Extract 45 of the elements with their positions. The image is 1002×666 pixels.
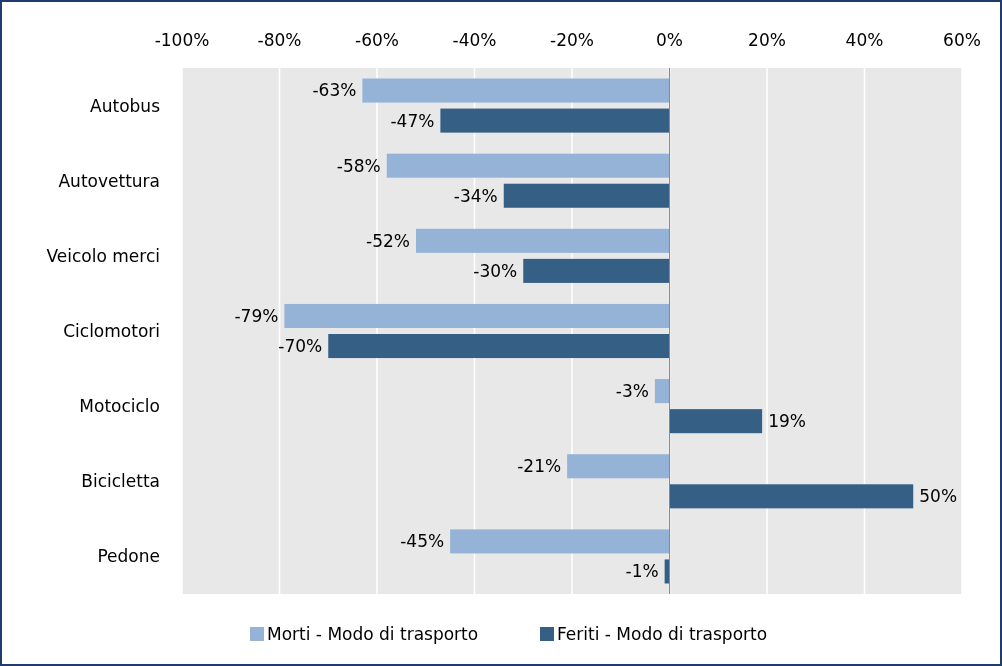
bar (416, 228, 670, 253)
text: -47% (390, 110, 435, 131)
bar (362, 78, 670, 103)
bar (450, 529, 670, 554)
x-tick-label: -80% (257, 30, 302, 50)
y-tick-label: Bicicletta (81, 471, 160, 492)
text: -58% (336, 155, 381, 176)
text: -21% (517, 456, 562, 477)
bar (567, 454, 670, 479)
y-tick-label: Veicolo merci (46, 245, 160, 266)
x-tick-label: 60% (943, 30, 981, 50)
text: -79% (234, 305, 279, 326)
x-tick-label: 20% (748, 30, 786, 50)
y-tick-label: Motociclo (79, 396, 160, 417)
text: -52% (366, 230, 410, 251)
bar (523, 258, 670, 283)
x-tick-label: -20% (550, 30, 594, 50)
bar (669, 484, 914, 509)
x-tick-label: -40% (452, 30, 497, 50)
bar (669, 409, 763, 434)
x-tick-label: -60% (355, 30, 399, 50)
y-tick-label: Autobus (90, 95, 161, 116)
x-tick-label: 0% (656, 30, 683, 50)
y-tick-label: Pedone (97, 546, 160, 567)
bar (654, 379, 670, 404)
text: -45% (400, 531, 445, 552)
bar (440, 108, 670, 133)
x-tick-label: -100% (154, 30, 210, 50)
bar (386, 153, 670, 178)
text: -34% (453, 185, 498, 206)
text: 50% (919, 486, 958, 507)
y-tick-label: Autovettura (58, 170, 160, 191)
y-tick-label: Ciclomotori (63, 320, 160, 341)
bar (328, 334, 670, 359)
text: -70% (278, 335, 323, 356)
text: -63% (312, 80, 357, 101)
legend-label: Feriti - Modo di trasporto (557, 623, 768, 644)
bar (503, 183, 670, 208)
text: -30% (473, 260, 518, 281)
text: 19% (768, 411, 806, 432)
x-tick-label: 40% (845, 30, 884, 50)
text: -3% (615, 381, 649, 402)
bar (284, 303, 670, 328)
text: -1% (625, 561, 659, 582)
legend-label: Morti - Modo di trasporto (267, 623, 479, 644)
